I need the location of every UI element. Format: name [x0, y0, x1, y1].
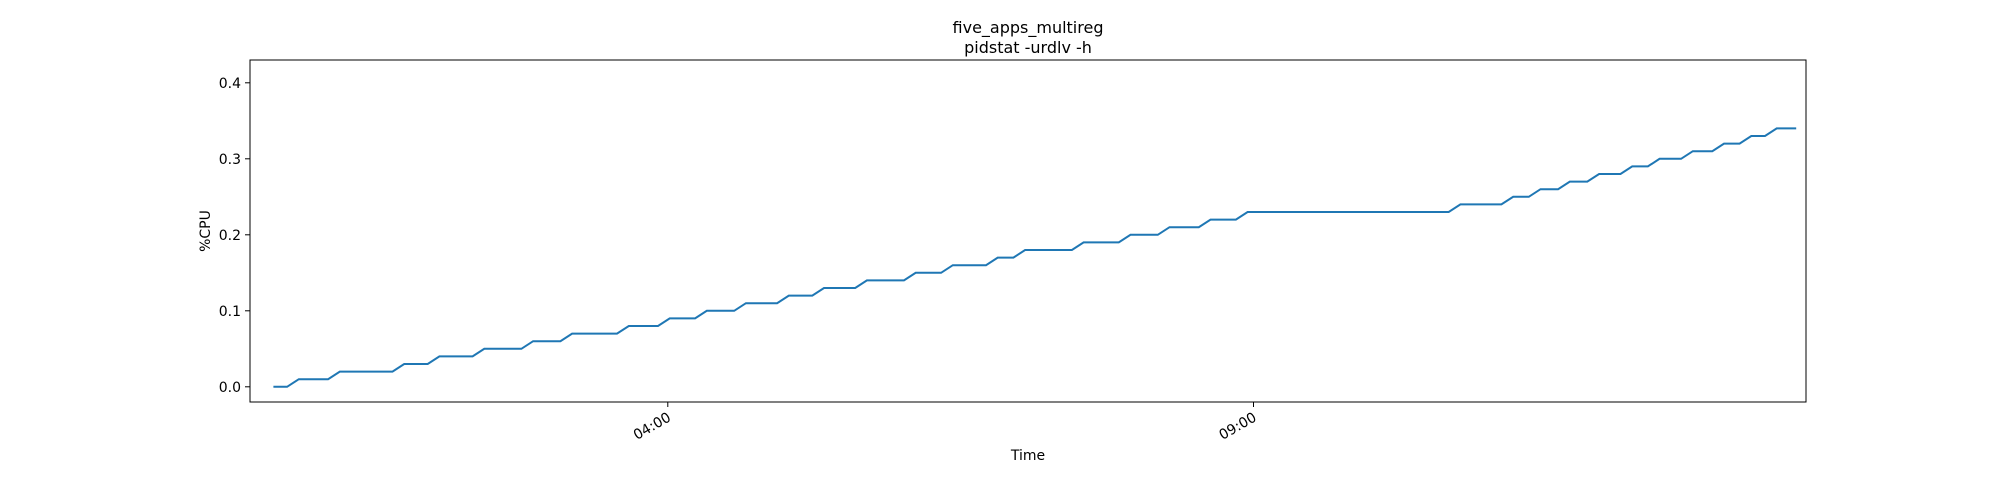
x-tick-label: 04:00	[631, 410, 674, 444]
y-axis-label: %CPU	[198, 210, 214, 252]
y-tick-label: 0.1	[219, 304, 241, 320]
y-tick-label: 0.2	[219, 228, 241, 244]
chart-subtitle: pidstat -urdlv -h	[964, 38, 1092, 57]
series-line	[273, 127, 1797, 388]
y-axis-ticks: 0.0 0.1 0.2 0.3 0.4	[219, 76, 250, 396]
x-axis-ticks: 04:00 09:00	[631, 402, 1260, 444]
chart-title: five_apps_multireg	[953, 18, 1104, 38]
plot-area-frame	[249, 59, 1807, 403]
y-tick-label: 0.4	[219, 76, 241, 92]
y-tick-label: 0.3	[219, 152, 241, 168]
series-layer	[273, 127, 1797, 388]
x-tick-label: 09:00	[1217, 410, 1260, 444]
x-axis-label: Time	[1010, 448, 1045, 464]
y-tick-label: 0.0	[219, 380, 241, 396]
